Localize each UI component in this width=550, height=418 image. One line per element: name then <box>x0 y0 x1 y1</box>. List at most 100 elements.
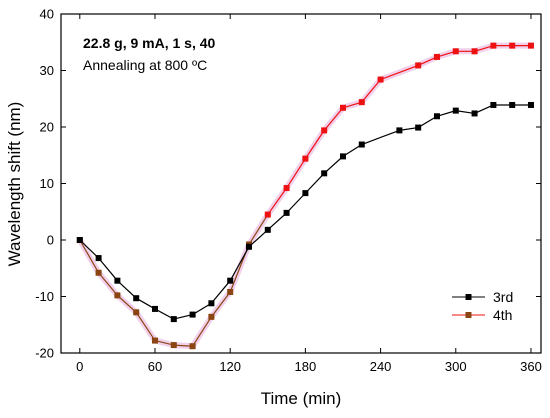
annotation-annealing: Annealing at 800 ºC <box>83 57 207 73</box>
data-point-4th <box>208 313 215 320</box>
series-segment-4th <box>248 214 269 245</box>
data-point-3rd <box>509 101 516 108</box>
data-point-3rd <box>490 101 497 108</box>
data-point-3rd <box>415 124 422 131</box>
data-point-4th <box>227 288 234 295</box>
series-layer <box>76 42 534 350</box>
series-segment-4th <box>116 294 137 313</box>
x-tick-label: 360 <box>520 359 542 374</box>
data-point-3rd <box>114 277 121 284</box>
series-segment-4th <box>135 311 156 341</box>
data-point-4th <box>321 127 328 134</box>
data-point-3rd <box>76 237 83 243</box>
y-tick-label: 30 <box>40 63 54 78</box>
x-axis-title: Time (min) <box>261 389 342 408</box>
series-segment-4th <box>380 64 419 81</box>
legend-label-4th: 4th <box>493 307 512 323</box>
data-point-3rd <box>151 305 158 312</box>
series-segment-3rd <box>286 192 306 214</box>
series-segment-4th <box>474 45 494 52</box>
series-segment-3rd <box>342 144 363 157</box>
series-segment-4th <box>79 239 100 274</box>
series-segment-4th <box>192 316 212 347</box>
series-segment-4th <box>323 107 344 131</box>
x-tick-label: 240 <box>370 359 392 374</box>
legend-marker-4th <box>465 312 472 318</box>
data-point-3rd <box>339 153 346 160</box>
series-segment-4th <box>417 56 438 66</box>
data-point-3rd <box>283 209 290 216</box>
data-point-4th <box>490 42 497 49</box>
series-segment-3rd <box>79 239 100 259</box>
data-point-4th <box>133 309 140 316</box>
data-point-4th <box>95 269 102 276</box>
data-point-3rd <box>452 107 459 114</box>
data-point-3rd <box>170 316 177 323</box>
x-tick-label: 60 <box>148 359 162 374</box>
series-segment-3rd <box>267 212 287 231</box>
series-segment-4th <box>342 101 362 109</box>
series-segment-3rd <box>173 313 193 320</box>
legend-marker-3rd <box>465 294 472 300</box>
series-segment-3rd <box>417 115 438 129</box>
data-point-3rd <box>471 110 478 117</box>
data-point-3rd <box>264 226 271 233</box>
series-segment-3rd <box>455 110 475 115</box>
y-tick-label: 20 <box>40 120 54 135</box>
data-point-3rd <box>245 243 252 250</box>
series-segment-4th <box>210 291 231 318</box>
data-point-4th <box>471 48 478 55</box>
series-segment-4th <box>286 158 306 189</box>
data-point-3rd <box>433 113 440 120</box>
x-axis-ticks: 0 60 120 180 240 300 360 <box>76 14 542 374</box>
data-point-4th <box>527 42 534 49</box>
y-axis-ticks: -20 -10 0 10 20 30 40 <box>35 7 541 361</box>
data-point-4th <box>283 185 290 192</box>
series-segment-4th <box>436 50 456 58</box>
y-axis-title: Wavelength shift (nm) <box>5 102 24 267</box>
data-point-4th <box>302 155 309 162</box>
annotation-conditions: 22.8 g, 9 mA, 1 s, 40 <box>83 35 216 51</box>
data-point-4th <box>339 104 346 111</box>
series-segment-3rd <box>98 257 118 282</box>
data-point-4th <box>114 292 121 299</box>
data-point-3rd <box>133 295 140 302</box>
data-point-4th <box>189 343 196 350</box>
y-tick-label: 0 <box>47 233 54 248</box>
data-point-4th <box>509 42 516 49</box>
data-point-3rd <box>527 101 534 108</box>
series-segment-3rd <box>229 246 250 281</box>
data-point-4th <box>170 342 177 349</box>
series-segment-3rd <box>436 110 456 117</box>
series-3rd <box>76 101 534 323</box>
data-point-4th <box>433 53 440 60</box>
data-point-3rd <box>302 190 309 197</box>
legend: 3rd 4th <box>452 289 513 323</box>
data-point-3rd <box>321 170 328 177</box>
series-segment-4th <box>98 272 118 296</box>
data-point-3rd <box>95 255 102 262</box>
data-point-4th <box>358 99 365 106</box>
y-tick-label: 40 <box>40 7 54 22</box>
y-tick-label: -10 <box>35 289 54 304</box>
y-tick-label: -20 <box>35 346 54 361</box>
series-segment-3rd <box>323 155 344 174</box>
series-segment-3rd <box>154 308 175 320</box>
data-point-3rd <box>396 127 403 134</box>
data-point-4th <box>452 48 459 55</box>
series-segment-4th <box>267 187 288 215</box>
x-tick-label: 120 <box>219 359 241 374</box>
data-point-4th <box>377 76 384 83</box>
data-point-3rd <box>358 141 365 148</box>
data-point-4th <box>264 211 271 218</box>
y-tick-label: 10 <box>40 176 54 191</box>
data-point-4th <box>151 337 158 344</box>
series-segment-4th <box>154 339 174 346</box>
data-point-3rd <box>208 300 215 307</box>
series-segment-4th <box>173 344 193 347</box>
x-tick-label: 300 <box>445 359 467 374</box>
series-segment-3rd <box>135 297 156 310</box>
x-tick-label: 0 <box>76 359 83 374</box>
series-segment-3rd <box>192 302 212 316</box>
